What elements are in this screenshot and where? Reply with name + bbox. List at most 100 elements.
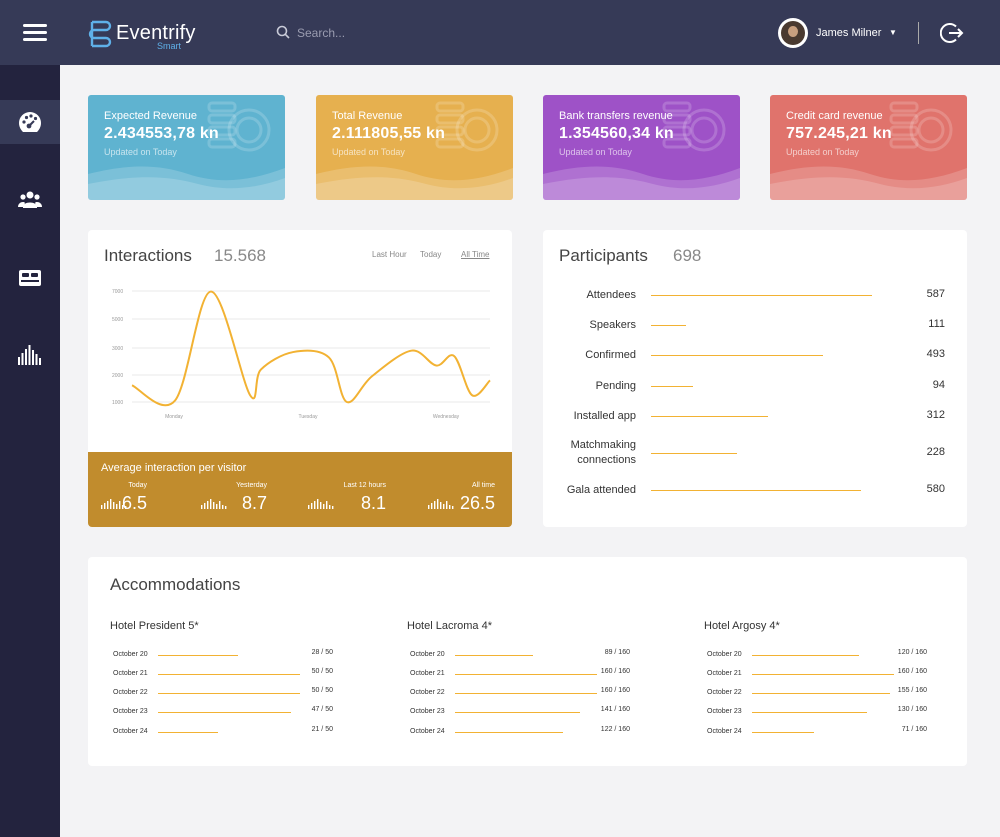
average-interaction-box: Average interaction per visitor Today 6.… xyxy=(88,452,512,527)
hotel-occupancy-value: 160 / 160 xyxy=(600,687,630,694)
sidebar-item-users[interactable] xyxy=(0,178,60,222)
users-icon xyxy=(18,191,42,208)
interactions-count: 15.568 xyxy=(214,246,266,265)
participant-label: Matchmaking connections xyxy=(570,439,636,466)
participant-label: Gala attended xyxy=(566,484,636,496)
bank-transfers-revenue-card[interactable]: Bank transfers revenue 1.354560,34 kn Up… xyxy=(543,95,740,200)
hotel-occupancy-value: 120 / 160 xyxy=(897,649,927,656)
hotel-occupancy-value: 71 / 160 xyxy=(901,726,927,733)
card-wave xyxy=(88,166,285,200)
hotel-occupancy-bar xyxy=(455,674,597,675)
search-icon[interactable] xyxy=(276,25,290,39)
credit-card-revenue-card[interactable]: Credit card revenue 757.245,21 kn Update… xyxy=(770,95,967,200)
expected-revenue-card[interactable]: Expected Revenue 2.434553,78 kn Updated … xyxy=(88,95,285,200)
participant-bar xyxy=(651,295,872,296)
hotel-date: October 20 xyxy=(410,651,445,658)
top-bar: Eventrify Smart James Milner ▼ xyxy=(0,0,1000,65)
card-title: Total Revenue xyxy=(332,110,403,122)
x-tick-label: Monday xyxy=(165,414,183,420)
y-tick-label: 7000 xyxy=(112,289,123,295)
hotel-date: October 20 xyxy=(113,651,148,658)
hotel-occupancy-value: 50 / 50 xyxy=(311,668,333,675)
logout-icon[interactable] xyxy=(940,21,964,45)
chevron-down-icon[interactable]: ▼ xyxy=(889,28,897,37)
hotel-occupancy-value: 50 / 50 xyxy=(311,687,333,694)
coins-icon xyxy=(435,101,499,152)
participants-title: Participants xyxy=(559,246,648,265)
participant-bar xyxy=(651,355,824,356)
hotel-occupancy-value: 160 / 160 xyxy=(897,668,927,675)
mini-bars-icon xyxy=(308,499,334,509)
accommodations-title: Accommodations xyxy=(110,575,241,594)
mini-bars-icon xyxy=(201,499,227,509)
card-title: Credit card revenue xyxy=(786,110,883,122)
bed-icon xyxy=(19,270,41,286)
interactions-title: Interactions xyxy=(104,246,192,265)
hotel-occupancy-value: 28 / 50 xyxy=(311,649,333,656)
participant-bar xyxy=(651,416,769,417)
hotel-occupancy-bar xyxy=(455,693,597,694)
participant-label: Speakers xyxy=(589,319,636,331)
hotel-date: October 22 xyxy=(707,689,742,696)
participant-label: Installed app xyxy=(573,410,636,422)
card-wave xyxy=(543,166,740,200)
search-input[interactable] xyxy=(297,25,477,41)
coins-icon xyxy=(889,101,953,152)
y-tick-label: 2000 xyxy=(112,373,123,379)
card-updated: Updated on Today xyxy=(104,147,177,157)
tab-today[interactable]: Today xyxy=(420,250,442,259)
hotel-occupancy-bar xyxy=(158,693,300,694)
hotel-occupancy-bar xyxy=(455,712,580,713)
sidebar-item-accommodations[interactable] xyxy=(0,256,60,300)
app-name: Eventrify xyxy=(116,22,196,44)
accommodations-panel xyxy=(88,557,967,766)
stat-label: Today xyxy=(128,482,147,489)
hotel-name: Hotel President 5* xyxy=(110,620,199,632)
participant-value: 580 xyxy=(926,483,945,495)
hotel-date: October 22 xyxy=(113,689,148,696)
hotel-occupancy-bar xyxy=(752,732,815,733)
mini-bars-icon xyxy=(428,499,454,509)
avatar[interactable] xyxy=(778,18,808,48)
participant-bar xyxy=(651,490,861,491)
total-revenue-card[interactable]: Total Revenue 2.111805,55 kn Updated on … xyxy=(316,95,513,200)
hotel-date: October 23 xyxy=(113,708,148,715)
sidebar-item-statistics[interactable] xyxy=(0,334,60,378)
hotel-date: October 24 xyxy=(707,728,742,735)
sidebar xyxy=(0,65,60,837)
hotel-occupancy-bar xyxy=(158,712,292,713)
card-value: 2.111805,55 kn xyxy=(332,125,446,142)
hotel-occupancy-bar xyxy=(752,693,890,694)
hotel-date: October 21 xyxy=(410,670,445,677)
card-title: Expected Revenue xyxy=(104,110,197,122)
hotel-date: October 20 xyxy=(707,651,742,658)
participant-value: 312 xyxy=(926,409,945,421)
mini-bars-icon xyxy=(101,499,127,509)
participant-value: 228 xyxy=(926,446,945,458)
hotel-date: October 24 xyxy=(113,728,148,735)
hotel-occupancy-value: 89 / 160 xyxy=(604,649,630,656)
stat-value: 6.5 xyxy=(121,493,147,513)
participant-bar xyxy=(651,325,687,326)
participant-bar xyxy=(651,453,738,454)
participant-value: 587 xyxy=(926,288,945,300)
user-name[interactable]: James Milner xyxy=(816,27,882,39)
participant-value: 94 xyxy=(932,379,945,391)
sidebar-item-dashboard[interactable] xyxy=(0,100,60,144)
coins-icon xyxy=(207,101,271,152)
participant-value: 111 xyxy=(928,318,945,330)
y-tick-label: 1000 xyxy=(112,400,123,406)
app-subtitle: Smart xyxy=(157,41,182,51)
hotel-occupancy-bar xyxy=(158,655,238,656)
card-updated: Updated on Today xyxy=(559,147,632,157)
stat-value: 8.7 xyxy=(241,493,267,513)
participants-count: 698 xyxy=(673,246,702,265)
tab-last-hour[interactable]: Last Hour xyxy=(372,250,407,259)
card-updated: Updated on Today xyxy=(332,147,405,157)
hamburger-menu-icon[interactable] xyxy=(23,24,47,42)
tab-all-time[interactable]: All Time xyxy=(461,250,490,259)
hotel-occupancy-value: 47 / 50 xyxy=(311,706,333,713)
coins-icon xyxy=(662,101,726,152)
stat-label: All time xyxy=(472,482,495,489)
card-title: Bank transfers revenue xyxy=(559,110,673,122)
